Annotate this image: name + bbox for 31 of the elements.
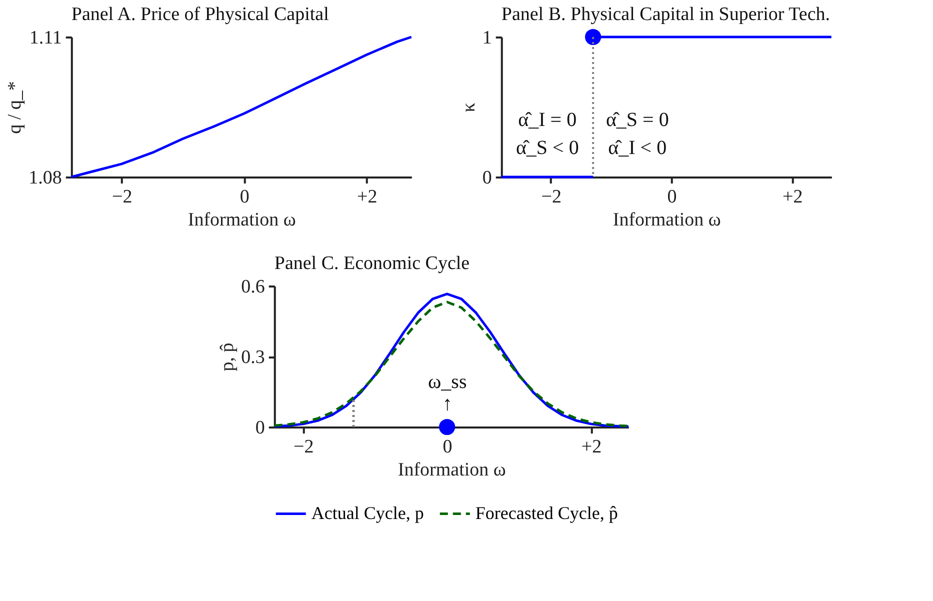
x-axis-title: Information ω <box>188 210 296 230</box>
x-tick-label: −2 <box>294 436 314 458</box>
y-axis-title: q / q_* <box>4 81 26 134</box>
annotation: ω_ss <box>428 371 467 393</box>
chart-title: Panel A. Price of Physical Capital <box>71 4 329 25</box>
x-tick-label: +2 <box>581 436 602 458</box>
annotation: ↑ <box>442 393 452 415</box>
y-tick-label: 0.6 <box>241 276 265 298</box>
annotation: α̂_S = 0 <box>606 109 669 131</box>
y-tick-label: 1 <box>482 28 492 48</box>
y-tick-label: 0.3 <box>241 347 265 368</box>
x-tick-label: +2 <box>357 186 378 208</box>
y-axis-title: p, p̂ <box>217 342 238 372</box>
y-tick-label: 1.11 <box>29 28 62 48</box>
x-tick-label: +2 <box>782 186 803 208</box>
legend-label: Forecasted Cycle, p̂ <box>475 502 618 523</box>
legend-label: Actual Cycle, p <box>311 502 424 523</box>
chart-title: Panel B. Physical Capital in Superior Tech. <box>501 4 830 25</box>
y-tick-label: 0 <box>255 418 265 438</box>
y-tick-label: 1.08 <box>28 168 62 188</box>
x-tick-label: −2 <box>112 186 132 208</box>
annotation: α̂_S < 0 <box>516 137 579 159</box>
x-tick-label: 0 <box>442 436 452 458</box>
x-axis-title: Information ω <box>612 210 721 230</box>
y-axis-title: κ <box>458 102 480 112</box>
chart-title: Panel C. Economic Cycle <box>274 253 470 274</box>
x-tick-label: 0 <box>667 186 677 208</box>
x-axis-title: Information ω <box>398 460 506 480</box>
x-tick-label: −2 <box>541 186 562 208</box>
annotation: α̂_I < 0 <box>608 137 667 159</box>
annotation: α̂_I = 0 <box>518 109 577 131</box>
